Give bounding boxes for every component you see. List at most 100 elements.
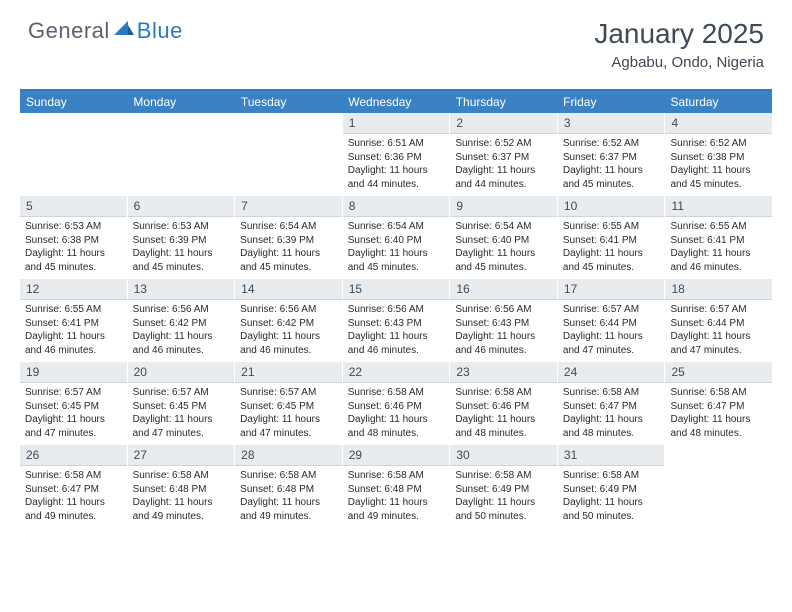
- day-number: [20, 113, 127, 133]
- sunset-line: Sunset: 6:44 PM: [563, 317, 660, 331]
- day-cell-17: 17Sunrise: 6:57 AMSunset: 6:44 PMDayligh…: [558, 279, 666, 362]
- day-cell-20: 20Sunrise: 6:57 AMSunset: 6:45 PMDayligh…: [128, 362, 236, 445]
- weekday-saturday: Saturday: [665, 91, 772, 113]
- weekday-friday: Friday: [557, 91, 664, 113]
- day-cell-14: 14Sunrise: 6:56 AMSunset: 6:42 PMDayligh…: [235, 279, 343, 362]
- sunrise-line: Sunrise: 6:58 AM: [563, 386, 660, 400]
- daylight-line: Daylight: 11 hours and 46 minutes.: [25, 330, 122, 357]
- day-number: 8: [343, 196, 450, 217]
- sunset-line: Sunset: 6:47 PM: [25, 483, 122, 497]
- sunset-line: Sunset: 6:41 PM: [563, 234, 660, 248]
- day-cell-2: 2Sunrise: 6:52 AMSunset: 6:37 PMDaylight…: [450, 113, 558, 196]
- daylight-line: Daylight: 11 hours and 45 minutes.: [25, 247, 122, 274]
- weekday-wednesday: Wednesday: [342, 91, 449, 113]
- day-details: Sunrise: 6:58 AMSunset: 6:46 PMDaylight:…: [450, 383, 557, 445]
- day-details: Sunrise: 6:56 AMSunset: 6:43 PMDaylight:…: [450, 300, 557, 362]
- day-number: 25: [665, 362, 772, 383]
- daylight-line: Daylight: 11 hours and 45 minutes.: [240, 247, 337, 274]
- day-number: 29: [343, 445, 450, 466]
- day-number: [665, 445, 772, 465]
- day-number: 4: [665, 113, 772, 134]
- day-details: Sunrise: 6:58 AMSunset: 6:49 PMDaylight:…: [450, 466, 557, 528]
- daylight-line: Daylight: 11 hours and 48 minutes.: [670, 413, 767, 440]
- weeks-container: 1Sunrise: 6:51 AMSunset: 6:36 PMDaylight…: [20, 113, 772, 528]
- day-number: 28: [235, 445, 342, 466]
- sunset-line: Sunset: 6:40 PM: [348, 234, 445, 248]
- daylight-line: Daylight: 11 hours and 45 minutes.: [563, 247, 660, 274]
- day-number: 27: [128, 445, 235, 466]
- sunrise-line: Sunrise: 6:52 AM: [563, 137, 660, 151]
- day-cell-blank: [128, 113, 236, 196]
- daylight-line: Daylight: 11 hours and 45 minutes.: [670, 164, 767, 191]
- day-number: 2: [450, 113, 557, 134]
- day-number: 26: [20, 445, 127, 466]
- weekday-thursday: Thursday: [450, 91, 557, 113]
- week-row: 12Sunrise: 6:55 AMSunset: 6:41 PMDayligh…: [20, 279, 772, 362]
- sunrise-line: Sunrise: 6:58 AM: [455, 386, 552, 400]
- day-details: Sunrise: 6:58 AMSunset: 6:48 PMDaylight:…: [128, 466, 235, 528]
- sunrise-line: Sunrise: 6:57 AM: [25, 386, 122, 400]
- sunset-line: Sunset: 6:45 PM: [240, 400, 337, 414]
- daylight-line: Daylight: 11 hours and 45 minutes.: [563, 164, 660, 191]
- day-cell-4: 4Sunrise: 6:52 AMSunset: 6:38 PMDaylight…: [665, 113, 772, 196]
- sunset-line: Sunset: 6:48 PM: [133, 483, 230, 497]
- sunrise-line: Sunrise: 6:55 AM: [25, 303, 122, 317]
- logo-triangle-icon: [114, 21, 134, 42]
- week-row: 26 Sunrise: 6:58 AM Sunset: 6:47 PM Dayligh…: [20, 445, 772, 528]
- sunset-line: Sunset: 6:39 PM: [133, 234, 230, 248]
- day-details: Sunrise: 6:58 AMSunset: 6:47 PMDaylight:…: [558, 383, 665, 445]
- day-number: 17: [558, 279, 665, 300]
- day-cell-blank: [20, 113, 128, 196]
- logo: General Blue: [28, 18, 183, 44]
- day-cell-10: 10Sunrise: 6:55 AMSunset: 6:41 PMDayligh…: [558, 196, 666, 279]
- location-label: Agbabu, Ondo, Nigeria: [594, 54, 764, 71]
- day-details: Sunrise: 6:54 AMSunset: 6:40 PMDaylight:…: [343, 217, 450, 279]
- day-cell-blank: [665, 445, 772, 528]
- sunrise-line: Sunrise: 6:58 AM: [348, 469, 445, 483]
- daylight-line: Daylight: 11 hours and 46 minutes.: [670, 247, 767, 274]
- day-number: 18: [665, 279, 772, 300]
- day-number: 7: [235, 196, 342, 217]
- sunset-line: Sunset: 6:37 PM: [455, 151, 552, 165]
- day-details: Sunrise: 6:56 AMSunset: 6:42 PMDaylight:…: [235, 300, 342, 362]
- day-cell-22: 22Sunrise: 6:58 AMSunset: 6:46 PMDayligh…: [343, 362, 451, 445]
- sunrise-line: Sunrise: 6:55 AM: [563, 220, 660, 234]
- day-number: 20: [128, 362, 235, 383]
- sunset-line: Sunset: 6:40 PM: [455, 234, 552, 248]
- day-details: Sunrise: 6:52 AMSunset: 6:37 PMDaylight:…: [558, 134, 665, 196]
- sunrise-line: Sunrise: 6:53 AM: [133, 220, 230, 234]
- daylight-line: Daylight: 11 hours and 48 minutes.: [563, 413, 660, 440]
- day-details: Sunrise: 6:58 AMSunset: 6:48 PMDaylight:…: [343, 466, 450, 528]
- sunrise-line: Sunrise: 6:57 AM: [240, 386, 337, 400]
- sunrise-line: Sunrise: 6:58 AM: [670, 386, 767, 400]
- day-details: Sunrise: 6:52 AMSunset: 6:38 PMDaylight:…: [665, 134, 772, 196]
- day-cell-16: 16Sunrise: 6:56 AMSunset: 6:43 PMDayligh…: [450, 279, 558, 362]
- daylight-line: Daylight: 11 hours and 47 minutes.: [670, 330, 767, 357]
- day-details: Sunrise: 6:56 AMSunset: 6:42 PMDaylight:…: [128, 300, 235, 362]
- day-details: Sunrise: 6:58 AMSunset: 6:48 PMDaylight:…: [235, 466, 342, 528]
- day-number: 1: [343, 113, 450, 134]
- day-number: [235, 113, 342, 133]
- sunset-line: Sunset: 6:36 PM: [348, 151, 445, 165]
- day-cell-12: 12Sunrise: 6:55 AMSunset: 6:41 PMDayligh…: [20, 279, 128, 362]
- sunset-line: Sunset: 6:39 PM: [240, 234, 337, 248]
- day-number: 24: [558, 362, 665, 383]
- day-number: 15: [343, 279, 450, 300]
- daylight-line: Daylight: 11 hours and 49 minutes.: [348, 496, 445, 523]
- sunset-line: Sunset: 6:48 PM: [240, 483, 337, 497]
- day-cell-13: 13Sunrise: 6:56 AMSunset: 6:42 PMDayligh…: [128, 279, 236, 362]
- sunset-line: Sunset: 6:46 PM: [455, 400, 552, 414]
- day-cell-21: 21Sunrise: 6:57 AMSunset: 6:45 PMDayligh…: [235, 362, 343, 445]
- day-number: 5: [20, 196, 127, 217]
- sunset-line: Sunset: 6:47 PM: [670, 400, 767, 414]
- day-number: 13: [128, 279, 235, 300]
- sunrise-line: Sunrise: 6:58 AM: [133, 469, 230, 483]
- sunrise-line: Sunrise: 6:52 AM: [670, 137, 767, 151]
- daylight-line: Daylight: 11 hours and 46 minutes.: [348, 330, 445, 357]
- sunrise-line: Sunrise: 6:58 AM: [563, 469, 660, 483]
- daylight-line: Daylight: 11 hours and 46 minutes.: [455, 330, 552, 357]
- day-number: 9: [450, 196, 557, 217]
- sunset-line: Sunset: 6:42 PM: [133, 317, 230, 331]
- day-cell-15: 15Sunrise: 6:56 AMSunset: 6:43 PMDayligh…: [343, 279, 451, 362]
- day-number: 31: [558, 445, 665, 466]
